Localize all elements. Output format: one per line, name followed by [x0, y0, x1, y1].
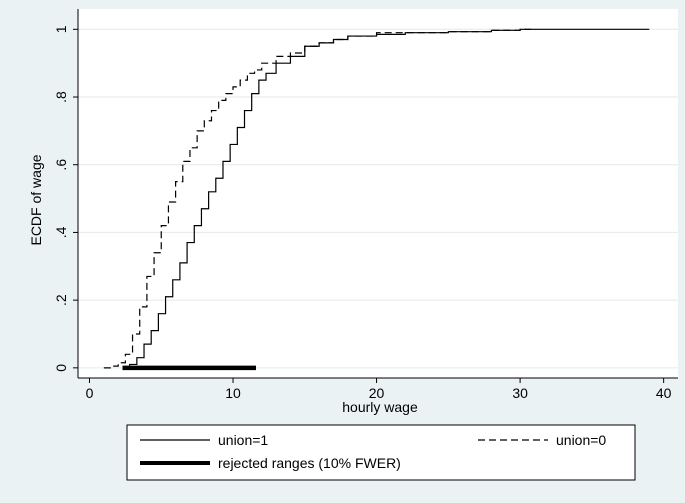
x-axis-title: hourly wage [342, 399, 418, 415]
plot-area [78, 9, 678, 378]
legend: union=1 union=0 rejected ranges (10% FWE… [126, 424, 636, 481]
legend-box [126, 424, 636, 481]
y-axis-title: ECDF of wage [28, 154, 44, 245]
y-tick-label: .4 [53, 226, 69, 238]
x-tick-label: 40 [656, 385, 672, 401]
x-tick-label: 30 [512, 385, 528, 401]
y-tick-label: .8 [53, 91, 69, 103]
y-tick-label: 0 [53, 364, 69, 372]
legend-label-union1: union=1 [218, 432, 268, 448]
x-tick-label: 20 [369, 385, 385, 401]
y-tick-label: 1 [53, 25, 69, 33]
x-tick-label: 10 [225, 385, 241, 401]
series-line-union0 [103, 28, 535, 369]
y-tick-label: .2 [53, 294, 69, 306]
x-tick-label: 0 [86, 385, 94, 401]
legend-label-union0: union=0 [556, 432, 606, 448]
legend-label-rejected: rejected ranges (10% FWER) [218, 455, 401, 471]
y-tick-label: .6 [53, 159, 69, 171]
